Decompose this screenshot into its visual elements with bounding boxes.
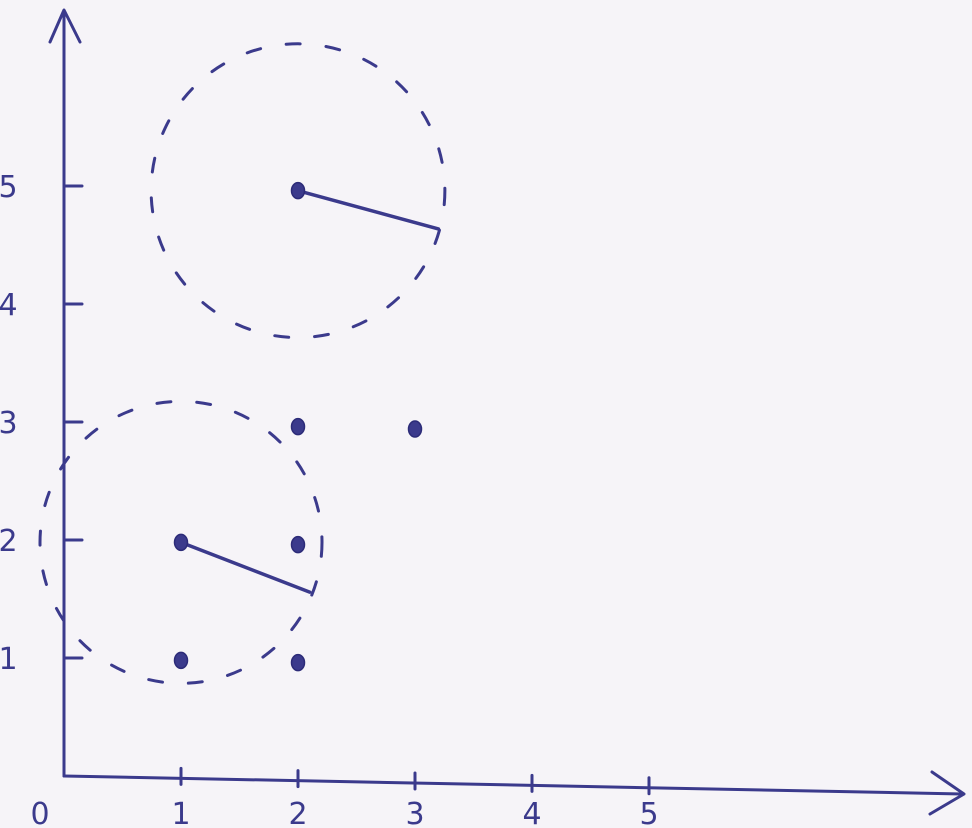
point-3-3	[407, 420, 423, 438]
radius-segment-1	[179, 540, 312, 594]
x-ticks	[179, 766, 651, 796]
radius-segment-2	[296, 188, 441, 231]
y-axis-arrowhead	[48, 8, 82, 44]
x-tick-label: 0	[30, 797, 49, 828]
points	[173, 181, 423, 672]
point-2-3	[290, 417, 306, 436]
point-2-1	[290, 653, 306, 672]
y-tick-labels: 1 2 3 4 5	[0, 170, 18, 677]
x-tick-label: 5	[639, 797, 658, 828]
y-tick-label: 5	[0, 170, 18, 205]
y-tick-label: 3	[0, 406, 18, 441]
axes	[48, 8, 966, 816]
x-tick-label: 1	[171, 797, 190, 828]
x-axis-arrowhead	[928, 770, 966, 816]
point-1-1	[173, 651, 189, 670]
y-tick-label: 4	[0, 288, 18, 323]
x-tick-label: 3	[405, 797, 424, 828]
dashed-circles	[38, 42, 447, 685]
point-2-2	[290, 535, 306, 554]
y-tick-label: 1	[0, 642, 18, 677]
point-2-5	[290, 181, 306, 200]
dashed-circle-2	[149, 42, 447, 340]
x-tick-label: 2	[288, 797, 307, 828]
y-tick-label: 2	[0, 524, 18, 559]
x-tick-label: 4	[522, 797, 541, 828]
y-ticks	[62, 184, 84, 660]
radius-segments	[179, 188, 441, 594]
x-tick-labels: 0 1 2 3 4 5	[30, 797, 658, 828]
dashed-circle-1	[38, 399, 324, 685]
x-axis	[62, 774, 964, 796]
point-1-2	[173, 533, 189, 552]
